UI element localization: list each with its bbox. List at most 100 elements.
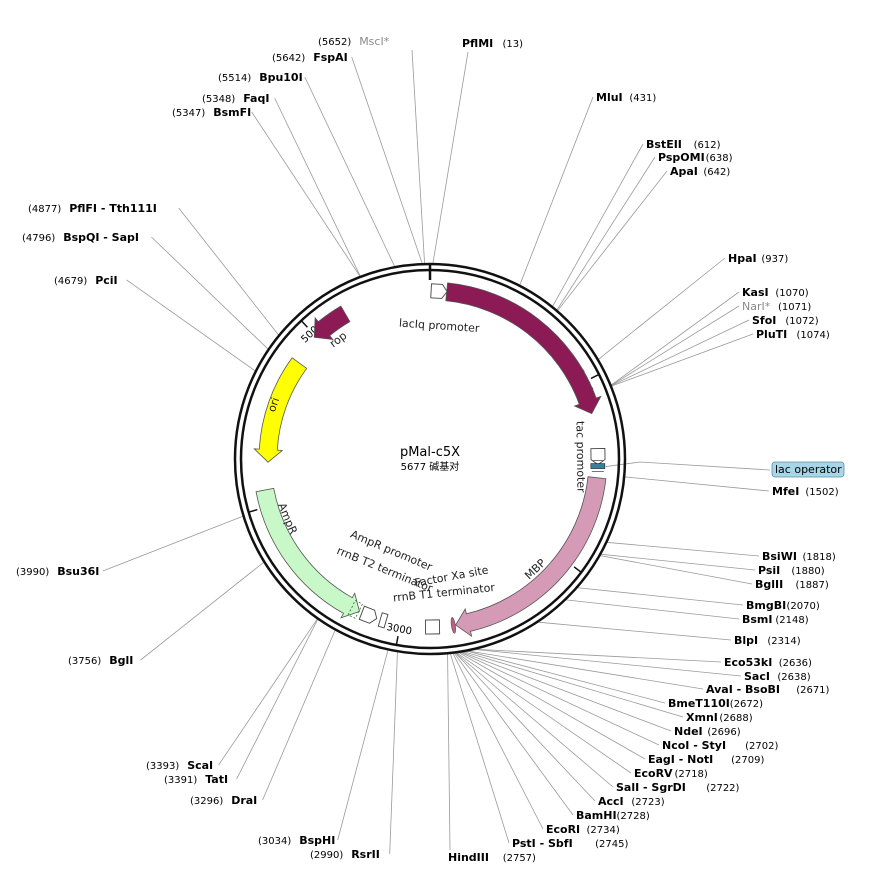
site-apai[interactable]: ApaI (642) xyxy=(670,165,730,178)
site-name[interactable]: FaqI xyxy=(243,92,269,105)
site-name[interactable]: BsmFI xyxy=(213,106,251,119)
site-name[interactable]: Bpu10I xyxy=(259,71,303,84)
site-name[interactable]: PciI xyxy=(95,274,117,287)
site-name[interactable]: KasI xyxy=(742,286,769,299)
site-bsu36i[interactable]: (3990) Bsu36I xyxy=(16,565,99,578)
site-pspomi[interactable]: PspOMI (638) xyxy=(658,151,733,164)
site-name[interactable]: AccI xyxy=(598,795,624,808)
site-name[interactable]: MluI xyxy=(596,91,623,104)
site-name[interactable]: EcoRI xyxy=(546,823,580,836)
site-name[interactable]: SacI xyxy=(744,670,770,683)
site-name[interactable]: AvaI - BsoBI xyxy=(706,683,780,696)
site-bmet110i[interactable]: BmeT110I (2672) xyxy=(668,697,763,710)
lac-operator-mark[interactable] xyxy=(590,463,606,469)
rrnB-T2-box[interactable] xyxy=(377,612,389,629)
site-name[interactable]: SfoI xyxy=(752,314,776,327)
site-fspai[interactable]: (5642) FspAI xyxy=(272,51,348,64)
lac-operator-label-box[interactable] xyxy=(771,461,845,478)
site-bsphi[interactable]: (3034) BspHI xyxy=(258,834,335,847)
site-name[interactable]: BstEII xyxy=(646,138,682,151)
site-name[interactable]: BamHI xyxy=(576,809,617,822)
site-ecori[interactable]: EcoRI (2734) xyxy=(546,823,620,836)
site-name[interactable]: EcoRV xyxy=(634,767,673,780)
MBP-arrow[interactable] xyxy=(455,476,607,638)
site-name[interactable]: NarI* xyxy=(742,300,771,313)
site-psii[interactable]: PsiI (1880) xyxy=(758,564,825,577)
site-name[interactable]: XmnI xyxy=(686,711,718,724)
site-bglii[interactable]: BglII (1887) xyxy=(755,578,829,591)
site-name[interactable]: PflMI xyxy=(462,37,493,50)
site-avai-bsobi[interactable]: AvaI - BsoBI (2671) xyxy=(706,683,830,696)
site-name[interactable]: NdeI xyxy=(674,725,703,738)
site-kasi[interactable]: KasI (1070) xyxy=(742,286,809,299)
tac-promoter-arrow[interactable] xyxy=(590,447,606,466)
site-sfoi[interactable]: SfoI (1072) xyxy=(752,314,819,327)
site-ndei[interactable]: NdeI (2696) xyxy=(674,725,741,738)
site-mlui[interactable]: MluI (431) xyxy=(596,91,656,104)
site-name[interactable]: RsrII xyxy=(351,848,380,861)
site-name[interactable]: HindIII xyxy=(448,851,489,864)
site-bsmi[interactable]: BsmI (2148) xyxy=(742,613,809,626)
site-bsteii[interactable]: BstEII (612) xyxy=(646,138,721,151)
site-acci[interactable]: AccI (2723) xyxy=(598,795,665,808)
site-name[interactable]: BglI xyxy=(109,654,133,667)
rop-arrow[interactable] xyxy=(313,305,351,341)
site-bpu10i[interactable]: (5514) Bpu10I xyxy=(218,71,303,84)
site-bsmfi[interactable]: (5347) BsmFI xyxy=(172,106,251,119)
site-bsiwi[interactable]: BsiWI (1818) xyxy=(762,550,836,563)
site-name[interactable]: Bsu36I xyxy=(57,565,99,578)
site-rsrii[interactable]: (2990) RsrII xyxy=(310,848,380,861)
site-name[interactable]: PspOMI xyxy=(658,151,705,164)
site-name[interactable]: BmeT110I xyxy=(668,697,730,710)
site-xmni[interactable]: XmnI (2688) xyxy=(686,711,753,724)
site-name[interactable]: BspQI - SapI xyxy=(63,231,139,244)
site-name[interactable]: EagI - NotI xyxy=(648,753,713,766)
site-name[interactable]: BglII xyxy=(755,578,783,591)
site-tati[interactable]: (3391) TatI xyxy=(164,773,228,786)
rrnB-T1-box[interactable] xyxy=(424,619,441,635)
AmpR-promoter-arrow[interactable] xyxy=(358,605,379,625)
site-ecorv[interactable]: EcoRV (2718) xyxy=(634,767,708,780)
site-name[interactable]: BsiWI xyxy=(762,550,797,563)
site-pflmi[interactable]: PflMI (13) xyxy=(462,37,523,50)
site-mfei[interactable]: MfeI (1502) xyxy=(772,485,839,498)
site-name[interactable]: ApaI xyxy=(670,165,698,178)
site-name[interactable]: BsmI xyxy=(742,613,773,626)
site-msci-[interactable]: (5652) MscI* xyxy=(318,35,390,48)
site-name[interactable]: BspHI xyxy=(299,834,335,847)
site-bamhi[interactable]: BamHI (2728) xyxy=(576,809,650,822)
site-faqi[interactable]: (5348) FaqI xyxy=(202,92,269,105)
site-name[interactable]: BlpI xyxy=(734,634,758,647)
site-saci[interactable]: SacI (2638) xyxy=(744,670,811,683)
site-name[interactable]: MfeI xyxy=(772,485,799,498)
site-name[interactable]: PluTI xyxy=(756,328,787,341)
site-name[interactable]: NcoI - StyI xyxy=(662,739,726,752)
ori-arrow[interactable] xyxy=(253,357,308,463)
site-name[interactable]: DraI xyxy=(231,794,257,807)
site-name[interactable]: PsiI xyxy=(758,564,780,577)
site-eco53ki[interactable]: Eco53kI (2636) xyxy=(724,656,812,669)
site-name[interactable]: Eco53kI xyxy=(724,656,772,669)
site-pflfi-tth111i[interactable]: (4877) PflFI - Tth111I xyxy=(28,202,157,215)
site-drai[interactable]: (3296) DraI xyxy=(190,794,257,807)
site-sali-sgrdi[interactable]: SalI - SgrDI (2722) xyxy=(616,781,740,794)
site-name[interactable]: HpaI xyxy=(728,252,757,265)
site-name[interactable]: TatI xyxy=(205,773,228,786)
site-bspqi-sapi[interactable]: (4796) BspQI - SapI xyxy=(22,231,139,244)
AmpR-arrow[interactable] xyxy=(255,487,360,619)
site-bmgbi[interactable]: BmgBI (2070) xyxy=(746,599,820,612)
lac-operator-label[interactable]: lac operator xyxy=(775,463,842,476)
site-nari-[interactable]: NarI* (1071) xyxy=(742,300,811,313)
site-pluti[interactable]: PluTI (1074) xyxy=(756,328,830,341)
site-hpai[interactable]: HpaI (937) xyxy=(728,252,788,265)
site-name[interactable]: ScaI xyxy=(187,759,213,772)
site-pcii[interactable]: (4679) PciI xyxy=(54,274,118,287)
site-name[interactable]: SalI - SgrDI xyxy=(616,781,686,794)
site-name[interactable]: PstI - SbfI xyxy=(512,837,573,850)
site-psti-sbfi[interactable]: PstI - SbfI (2745) xyxy=(512,837,628,850)
site-name[interactable]: FspAI xyxy=(313,51,348,64)
lacI-arrow[interactable] xyxy=(445,282,602,415)
site-name[interactable]: PflFI - Tth111I xyxy=(69,202,157,215)
site-bgli[interactable]: (3756) BglI xyxy=(68,654,133,667)
site-ncoi-styi[interactable]: NcoI - StyI (2702) xyxy=(662,739,778,752)
